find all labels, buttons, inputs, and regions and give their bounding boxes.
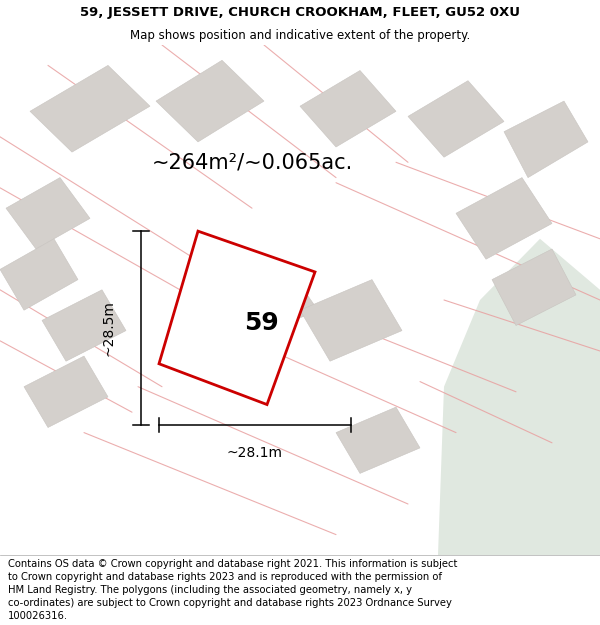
Polygon shape — [24, 356, 108, 428]
Polygon shape — [492, 249, 576, 326]
Polygon shape — [300, 279, 402, 361]
Polygon shape — [438, 239, 600, 555]
Polygon shape — [210, 259, 318, 341]
Polygon shape — [42, 290, 126, 361]
Polygon shape — [30, 66, 150, 152]
Polygon shape — [408, 81, 504, 158]
Polygon shape — [0, 239, 78, 310]
Polygon shape — [336, 407, 420, 473]
Polygon shape — [456, 177, 552, 259]
Text: HM Land Registry. The polygons (including the associated geometry, namely x, y: HM Land Registry. The polygons (includin… — [8, 585, 412, 595]
Polygon shape — [159, 231, 315, 404]
Text: Map shows position and indicative extent of the property.: Map shows position and indicative extent… — [130, 29, 470, 42]
Polygon shape — [300, 71, 396, 147]
Text: ~264m²/~0.065ac.: ~264m²/~0.065ac. — [151, 152, 353, 173]
Text: 59, JESSETT DRIVE, CHURCH CROOKHAM, FLEET, GU52 0XU: 59, JESSETT DRIVE, CHURCH CROOKHAM, FLEE… — [80, 6, 520, 19]
Text: Contains OS data © Crown copyright and database right 2021. This information is : Contains OS data © Crown copyright and d… — [8, 559, 457, 569]
Polygon shape — [6, 177, 90, 249]
Text: ~28.1m: ~28.1m — [227, 446, 283, 461]
Text: ~28.5m: ~28.5m — [101, 300, 115, 356]
Text: to Crown copyright and database rights 2023 and is reproduced with the permissio: to Crown copyright and database rights 2… — [8, 572, 442, 582]
Polygon shape — [156, 60, 264, 142]
Text: 59: 59 — [244, 311, 279, 335]
Polygon shape — [504, 101, 588, 178]
Text: co-ordinates) are subject to Crown copyright and database rights 2023 Ordnance S: co-ordinates) are subject to Crown copyr… — [8, 598, 452, 608]
Text: 100026316.: 100026316. — [8, 611, 68, 621]
